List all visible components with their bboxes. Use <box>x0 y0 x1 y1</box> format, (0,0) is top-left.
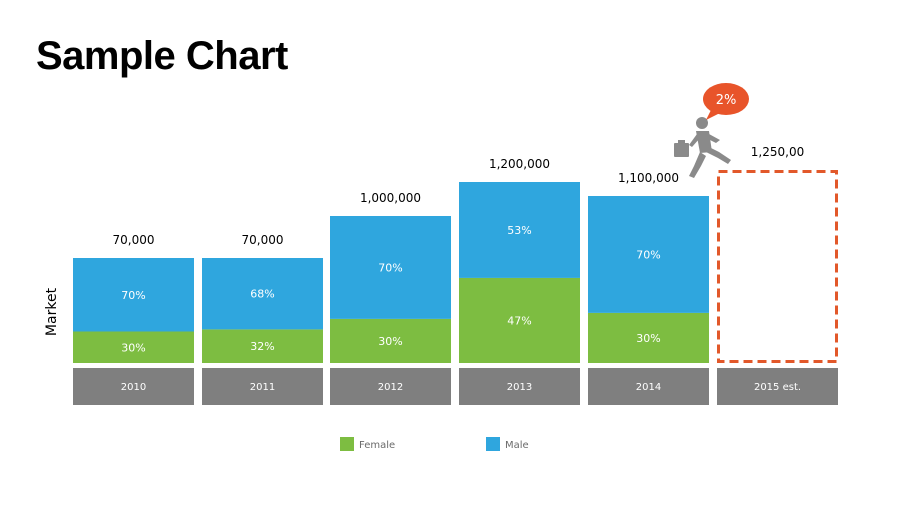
bar-female-2010 <box>73 331 194 363</box>
category-box-2015 est. <box>717 368 838 405</box>
total-label: 70,000 <box>242 233 284 247</box>
female-pct-label: 32% <box>250 340 274 353</box>
total-label: 1,200,000 <box>489 157 550 171</box>
male-pct-label: 68% <box>250 288 274 301</box>
legend-swatch-male <box>486 437 500 451</box>
category-group: 2010 2011 2012 2013 2014 2015 est. <box>73 368 838 405</box>
category-box-2013 <box>459 368 580 405</box>
category-box-2012 <box>330 368 451 405</box>
total-label: 70,000 <box>113 233 155 247</box>
female-pct-label: 30% <box>121 341 145 354</box>
category-label: 2013 <box>507 382 532 393</box>
chart-title: Sample Chart <box>36 34 288 78</box>
total-label: 1,000,000 <box>360 191 421 205</box>
total-label: 1,250,00 <box>751 145 804 159</box>
category-box-2010 <box>73 368 194 405</box>
y-axis-label: Market <box>44 287 60 336</box>
female-pct-label: 30% <box>378 335 402 348</box>
total-label: 1,100,000 <box>618 171 679 185</box>
forecast-box <box>717 170 838 363</box>
male-pct-label: 53% <box>507 224 531 237</box>
bar-female-2013 <box>459 277 580 363</box>
category-box-2011 <box>202 368 323 405</box>
bars-group: 30% 70% 70,000 32% 68% 70,000 30% 70% 1,000,000 4… <box>73 145 804 363</box>
growth-bubble: 2% <box>703 83 749 120</box>
legend-label-female: Female <box>359 440 395 451</box>
bar-male-2012 <box>330 216 451 319</box>
male-pct-label: 70% <box>121 289 145 302</box>
bar-male-2014 <box>588 196 709 313</box>
legend-swatch-female <box>340 437 354 451</box>
bar-male-2010 <box>73 258 194 332</box>
category-label: 2014 <box>636 382 661 393</box>
male-pct-label: 70% <box>378 261 402 274</box>
female-pct-label: 30% <box>636 332 660 345</box>
category-label: 2015 est. <box>754 382 801 393</box>
growth-label: 2% <box>716 93 737 108</box>
bar-female-2014 <box>588 312 709 363</box>
running-businessman-icon <box>674 117 731 178</box>
male-pct-label: 70% <box>636 248 660 261</box>
forecast-group: 2% <box>674 83 838 363</box>
bar-female-2012 <box>330 318 451 363</box>
category-label: 2012 <box>378 382 403 393</box>
category-label: 2010 <box>121 382 146 393</box>
female-pct-label: 47% <box>507 314 531 327</box>
category-box-2014 <box>588 368 709 405</box>
bar-male-2013 <box>459 182 580 278</box>
legend-label-male: Male <box>505 440 529 451</box>
legend: Female Male <box>340 437 529 451</box>
bar-female-2011 <box>202 329 323 363</box>
bar-male-2011 <box>202 258 323 330</box>
category-label: 2011 <box>250 382 275 393</box>
